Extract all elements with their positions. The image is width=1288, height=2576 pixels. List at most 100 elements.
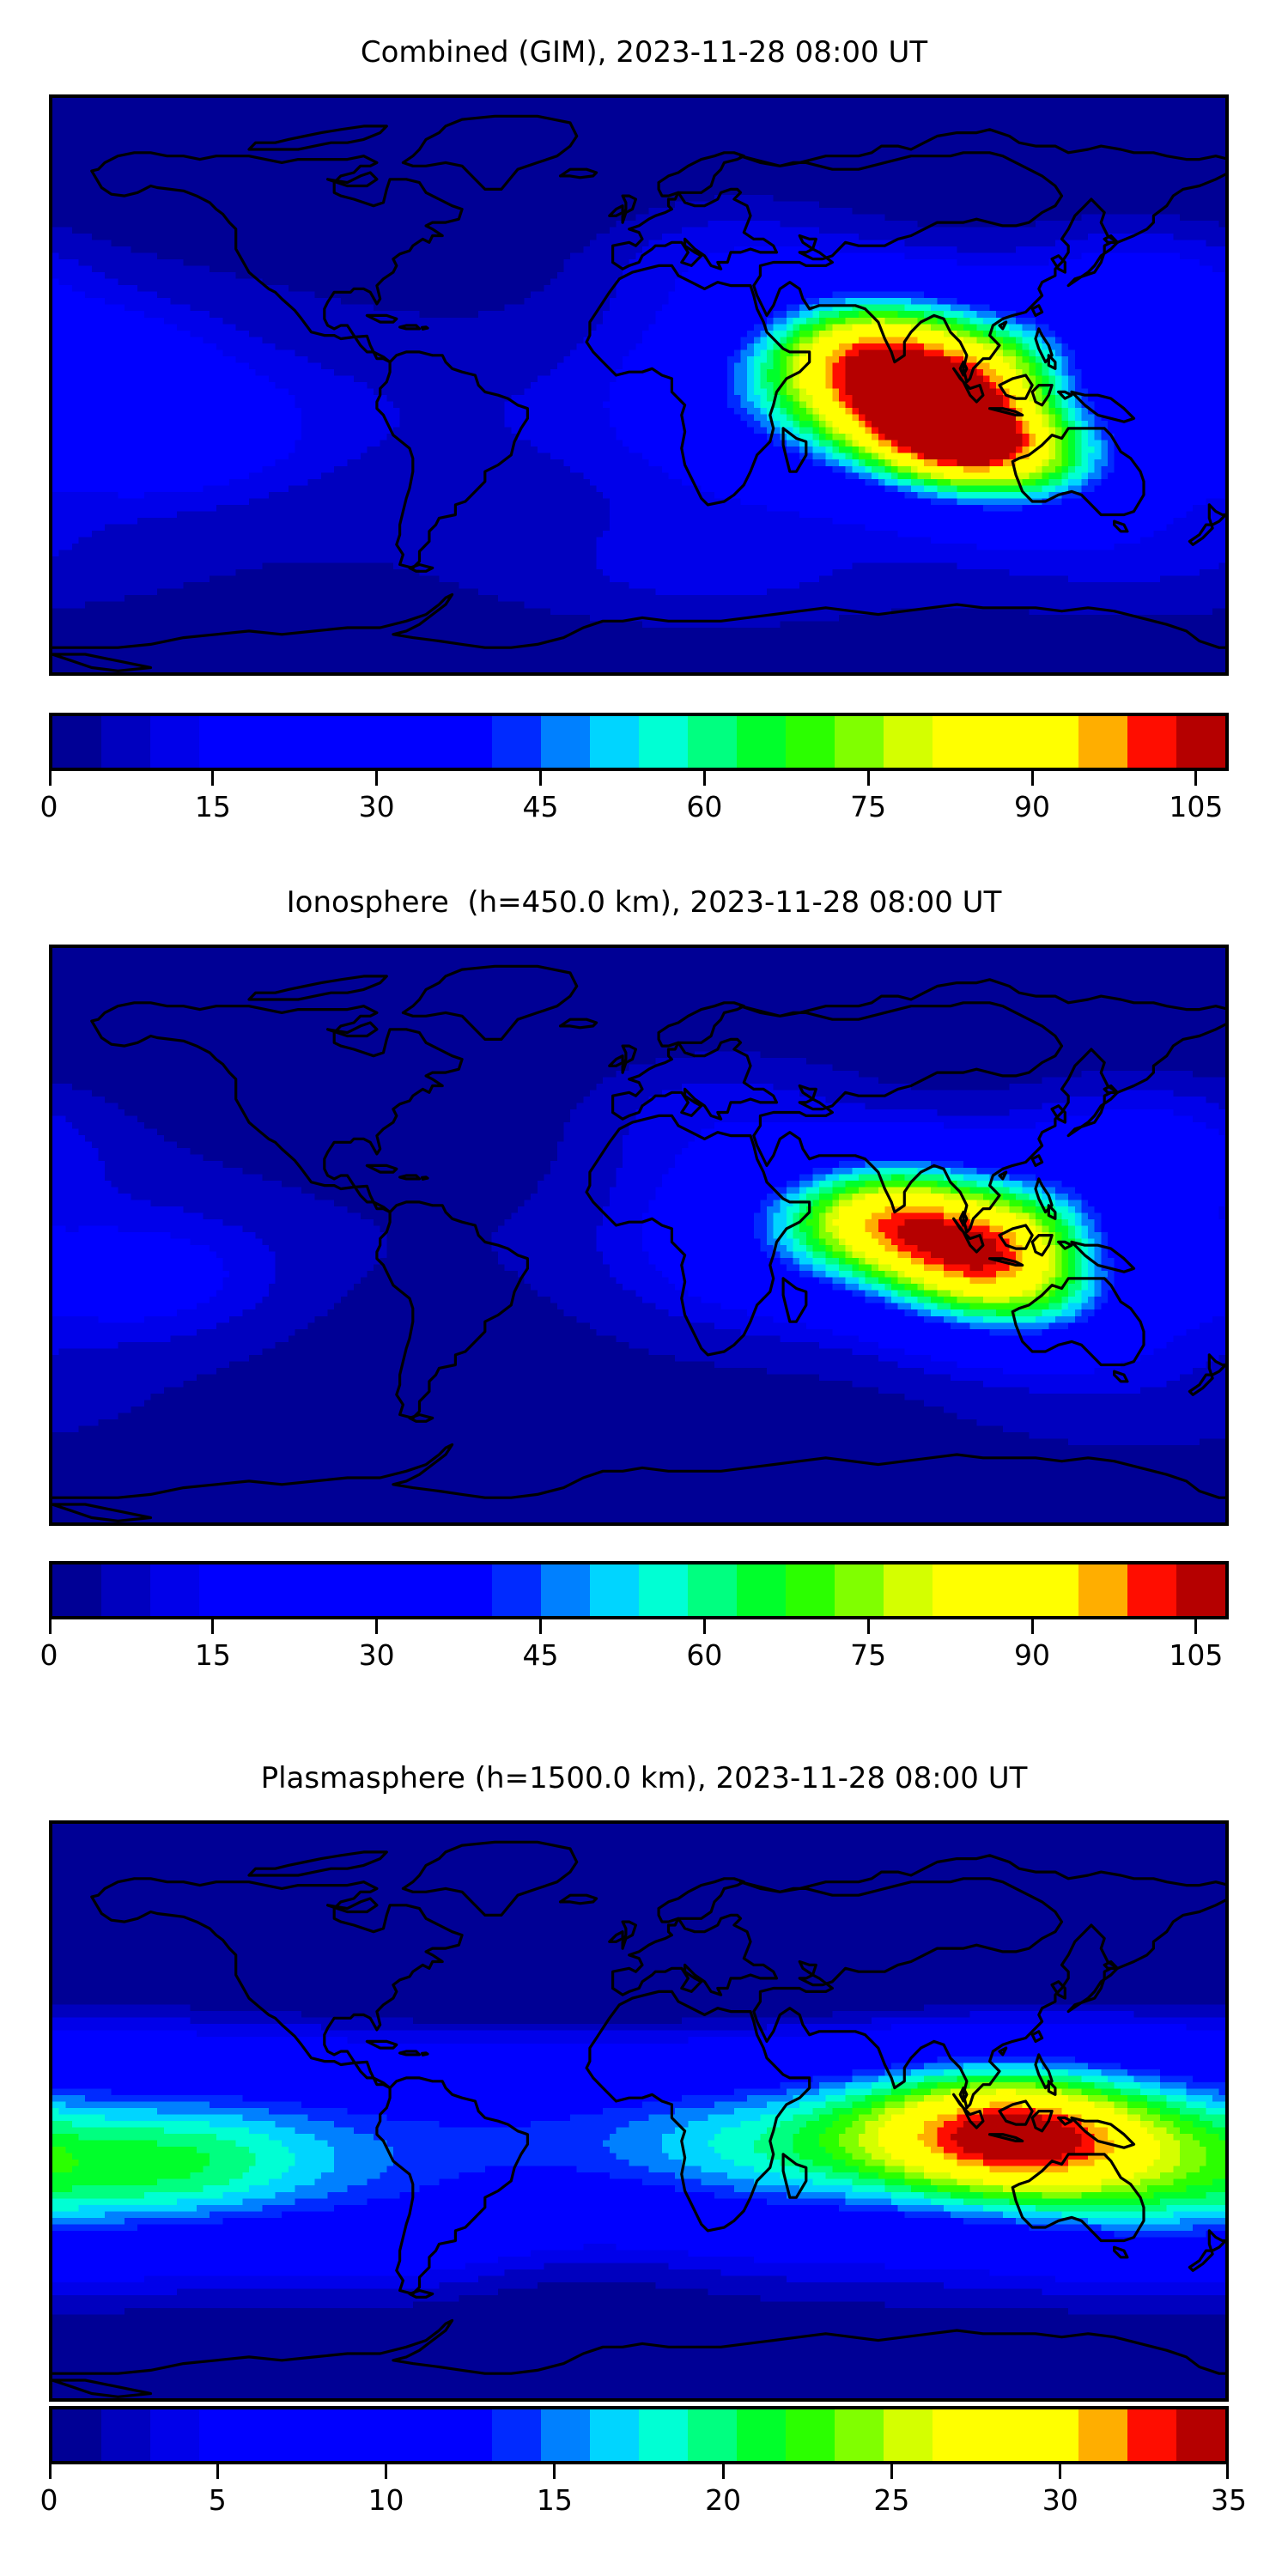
colorbar-band <box>198 2409 248 2461</box>
colorbar-tick-label: 45 <box>523 790 559 823</box>
colorbar-band <box>590 716 640 768</box>
colorbar-tick-label: 15 <box>537 2483 573 2517</box>
colorbar-tick-label: 105 <box>1169 790 1223 823</box>
colorbar-tick-label: 20 <box>705 2483 741 2517</box>
colorbar-band <box>687 1564 737 1616</box>
colorbar-band <box>1127 1564 1177 1616</box>
colorbar-tick <box>49 2464 52 2479</box>
colorbar-band <box>100 1564 150 1616</box>
colorbar-gradient-3 <box>49 2406 1229 2464</box>
colorbar-band <box>198 1564 248 1616</box>
colorbar-band <box>785 1564 835 1616</box>
colorbar-tick <box>1226 2464 1229 2479</box>
colorbar-band <box>345 2409 395 2461</box>
colorbar-band <box>52 2409 101 2461</box>
colorbar-band <box>492 716 542 768</box>
colorbar-band <box>687 2409 737 2461</box>
colorbar-tick <box>539 1619 542 1634</box>
colorbar-tick <box>866 771 870 786</box>
colorbar-tick <box>385 2464 388 2479</box>
colorbar-band <box>932 716 981 768</box>
colorbar-tick <box>1030 1619 1034 1634</box>
colorbar-band <box>1176 716 1226 768</box>
colorbar-band <box>247 716 297 768</box>
colorbar-band <box>1078 2409 1128 2461</box>
colorbar-band <box>247 1564 297 1616</box>
colorbar-tick <box>1194 771 1198 786</box>
colorbar-band <box>345 716 395 768</box>
colorbar-band <box>1176 2409 1226 2461</box>
colorbar-band <box>883 2409 933 2461</box>
colorbar-band <box>247 2409 297 2461</box>
colorbar-tick-label: 25 <box>873 2483 909 2517</box>
colorbar-band <box>1030 1564 1079 1616</box>
colorbar-band <box>1176 1564 1226 1616</box>
colorbar-band <box>296 1564 346 1616</box>
colorbar-band <box>834 716 884 768</box>
colorbar-gradient-1 <box>49 713 1229 771</box>
colorbar-tick-label: 0 <box>40 2483 58 2517</box>
colorbar-2: 0 15 30 45 60 75 90 105 <box>40 1561 1229 1688</box>
colorbar-gradient-2 <box>49 1561 1229 1619</box>
colorbar-band <box>492 2409 542 2461</box>
colorbar-band <box>149 716 199 768</box>
colorbar-tick-label: 35 <box>1211 2483 1247 2517</box>
colorbar-band <box>541 716 591 768</box>
colorbar-band <box>394 716 444 768</box>
colorbar-band <box>932 2409 981 2461</box>
colorbar-tick <box>211 771 215 786</box>
colorbar-band <box>883 1564 933 1616</box>
colorbar-band <box>1030 716 1079 768</box>
colorbar-tick-label: 75 <box>850 790 886 823</box>
colorbar-band <box>590 1564 640 1616</box>
colorbar-tick-label: 15 <box>195 790 231 823</box>
colorbar-band <box>1127 2409 1177 2461</box>
colorbar-band <box>736 2409 786 2461</box>
colorbar-band <box>1127 716 1177 768</box>
colorbar-tick <box>721 2464 725 2479</box>
colorbar-tick <box>211 1619 215 1634</box>
colorbar-tick-label: 0 <box>40 1638 58 1672</box>
colorbar-band <box>883 716 933 768</box>
colorbar-band <box>443 716 493 768</box>
colorbar-tick <box>375 1619 379 1634</box>
colorbar-tick-label: 45 <box>523 1638 559 1672</box>
colorbar-band <box>590 2409 640 2461</box>
panel-title-2: Ionosphere (h=450.0 km), 2023-11-28 08:0… <box>0 888 1288 917</box>
colorbar-band <box>687 716 737 768</box>
colorbar-band <box>443 1564 493 1616</box>
colorbar-band <box>1078 1564 1128 1616</box>
colorbar-tick <box>375 771 379 786</box>
colorbar-band <box>345 1564 395 1616</box>
colorbar-tick-label: 60 <box>686 1638 722 1672</box>
colorbar-band <box>443 2409 493 2461</box>
colorbar-tick-label: 105 <box>1169 1638 1223 1672</box>
colorbar-band <box>785 716 835 768</box>
colorbar-axis-2: 0 15 30 45 60 75 90 105 <box>40 1619 1229 1680</box>
colorbar-band <box>981 716 1030 768</box>
colorbar-band <box>736 1564 786 1616</box>
colorbar-band <box>296 716 346 768</box>
colorbar-band <box>639 1564 688 1616</box>
colorbar-band <box>149 1564 199 1616</box>
colorbar-band <box>52 716 101 768</box>
colorbar-tick-label: 15 <box>195 1638 231 1672</box>
colorbar-band <box>834 1564 884 1616</box>
colorbar-tick <box>702 771 706 786</box>
colorbar-tick <box>1194 1619 1198 1634</box>
colorbar-tick-label: 60 <box>686 790 722 823</box>
colorbar-band <box>52 1564 101 1616</box>
colorbar-band <box>198 716 248 768</box>
colorbar-band <box>100 2409 150 2461</box>
colorbar-band <box>492 1564 542 1616</box>
colorbar-band <box>1030 2409 1079 2461</box>
colorbar-tick <box>539 771 542 786</box>
panel-title-1: Combined (GIM), 2023-11-28 08:00 UT <box>0 38 1288 67</box>
map-panel-1 <box>49 94 1229 676</box>
colorbar-band <box>834 2409 884 2461</box>
colorbar-band <box>541 1564 591 1616</box>
colorbar-band <box>736 716 786 768</box>
colorbar-tick-label: 5 <box>209 2483 227 2517</box>
colorbar-tick <box>1059 2464 1062 2479</box>
